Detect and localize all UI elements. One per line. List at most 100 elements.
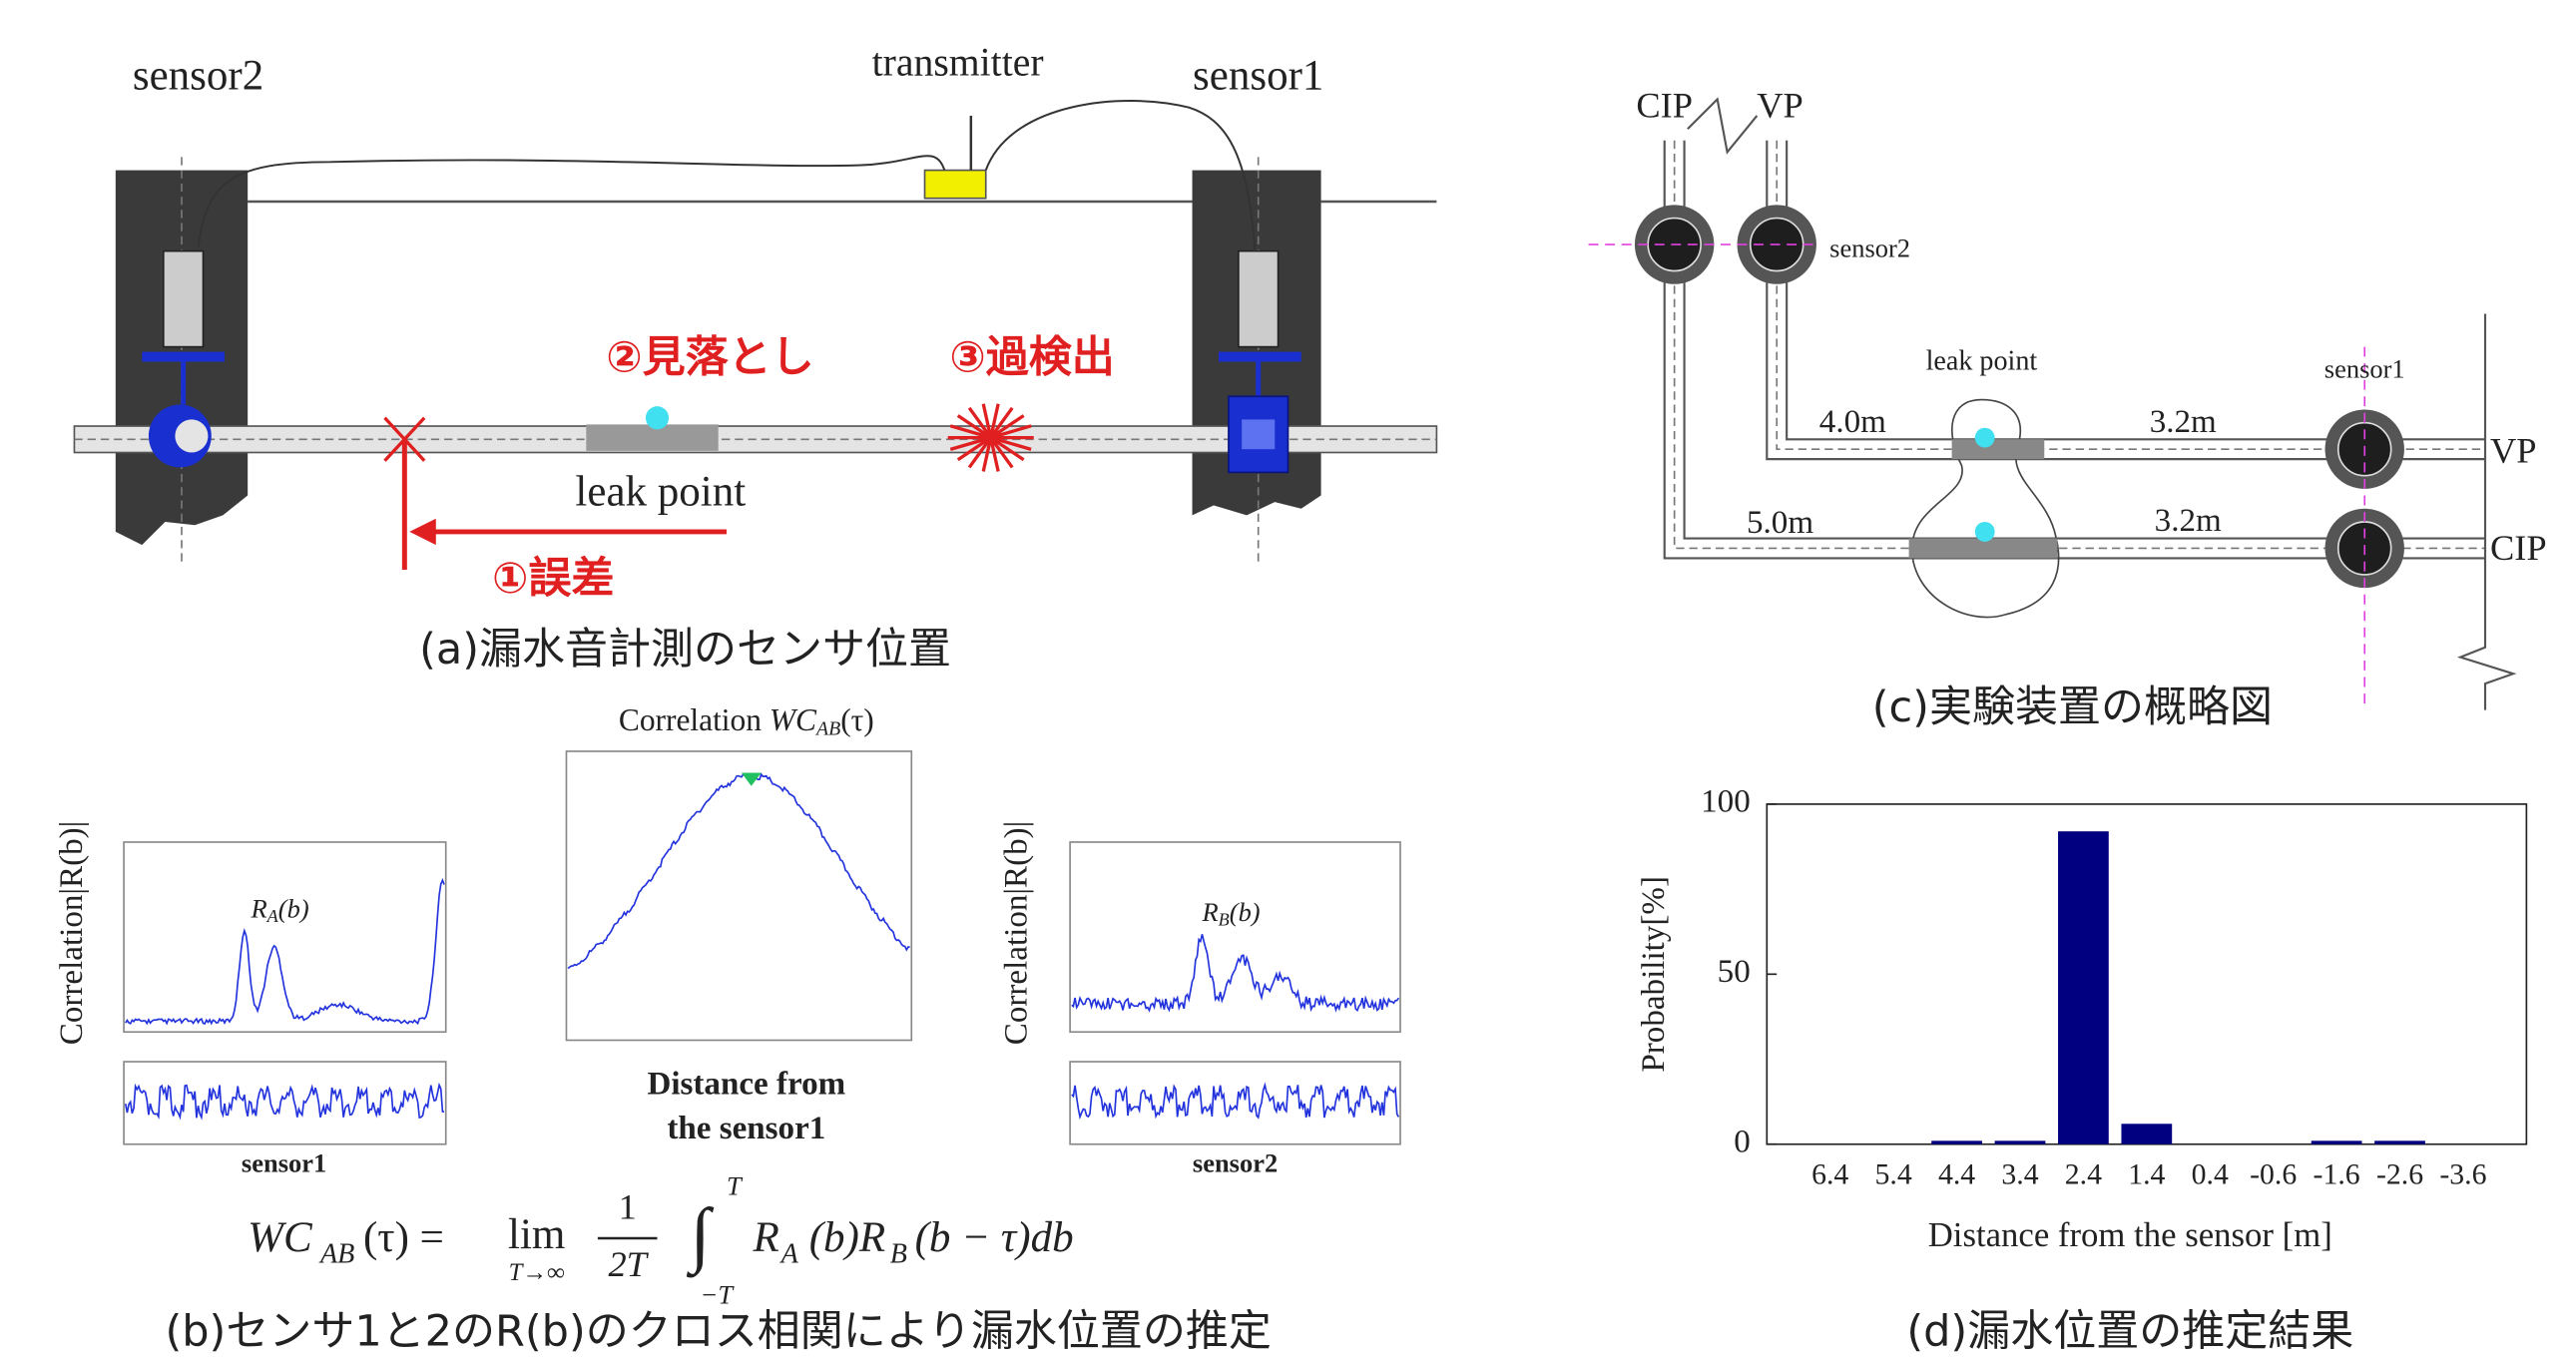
arrow-head bbox=[409, 519, 435, 545]
plot-title: Correlation WCAB(τ) bbox=[619, 702, 874, 739]
plot-box bbox=[124, 842, 446, 1032]
formula-part: A bbox=[779, 1239, 799, 1270]
distance: 3.2m bbox=[2155, 503, 2222, 539]
valve-right-inner bbox=[1242, 419, 1275, 449]
signal bbox=[1072, 934, 1399, 1010]
curve-label: RB(b) bbox=[1201, 897, 1260, 930]
annotation: ②見落とし bbox=[606, 332, 813, 382]
formula-part: lim bbox=[508, 1211, 565, 1258]
title-text: Correlation bbox=[619, 702, 770, 737]
bar bbox=[1995, 1140, 2046, 1143]
x-tick-label: -0.6 bbox=[2250, 1158, 2297, 1191]
distance: 3.2m bbox=[2150, 404, 2217, 440]
label: CIP bbox=[2490, 528, 2547, 568]
label: sensor2 bbox=[133, 52, 263, 99]
bar bbox=[2374, 1140, 2425, 1143]
sensor-body bbox=[164, 251, 204, 347]
formula-part: (τ) = bbox=[363, 1214, 444, 1261]
label: leak point bbox=[1926, 346, 2038, 377]
formula-part: T→∞ bbox=[509, 1259, 566, 1286]
bar bbox=[1931, 1140, 1982, 1143]
label: sensor2 bbox=[1829, 233, 1910, 263]
x-tick-label: 0.4 bbox=[2192, 1158, 2229, 1191]
label: VP bbox=[2490, 431, 2537, 471]
annotation: ③過検出 bbox=[949, 332, 1114, 382]
label: transmitter bbox=[872, 40, 1044, 84]
y-tick-label: 0 bbox=[1734, 1124, 1751, 1159]
x-axis-title: Distance from the sensor [m] bbox=[1928, 1215, 2332, 1254]
formula-part: AB bbox=[318, 1239, 354, 1270]
x-tick-label: 2.4 bbox=[2065, 1158, 2102, 1191]
symbol: WC bbox=[770, 702, 817, 737]
wall bbox=[2460, 314, 2513, 710]
noise bbox=[126, 1086, 444, 1119]
formula-part: 2T bbox=[608, 1244, 649, 1284]
formula-part: 1 bbox=[619, 1186, 637, 1226]
x-label: the sensor1 bbox=[667, 1111, 825, 1146]
plot-box bbox=[1070, 1062, 1400, 1144]
argument: (b) bbox=[278, 894, 309, 924]
x-tick-label: -1.6 bbox=[2314, 1158, 2360, 1191]
y-tick-label: 100 bbox=[1701, 784, 1751, 820]
sensor-body bbox=[1239, 251, 1279, 347]
panel-d: Probability[%] Distance from the sensor … bbox=[1636, 784, 2526, 1357]
formula-part: (b − τ)db bbox=[915, 1214, 1074, 1261]
signal bbox=[568, 774, 909, 969]
y-label: Correlation|R(b)| bbox=[54, 821, 90, 1046]
leak-spot bbox=[1975, 428, 1995, 448]
valve-handle bbox=[1219, 352, 1301, 362]
x-tick-label: 3.4 bbox=[2001, 1158, 2038, 1191]
x-tick-label: 4.4 bbox=[1938, 1158, 1975, 1191]
curve-label: RA(b) bbox=[250, 894, 308, 927]
figure: sensor2 transmitter sensor1 ②見落とし ③過検出 l… bbox=[0, 0, 2576, 1359]
x-tick-label: 1.4 bbox=[2128, 1158, 2165, 1191]
leak-spot bbox=[1975, 522, 1995, 542]
x-label: sensor1 bbox=[242, 1147, 326, 1177]
leak-patch bbox=[1952, 439, 2045, 459]
distance: 4.0m bbox=[1819, 404, 1886, 440]
label: VP bbox=[1757, 86, 1803, 126]
formula-part: R bbox=[752, 1214, 778, 1261]
formula-part: −T bbox=[701, 1280, 736, 1310]
transmitter-box bbox=[925, 171, 986, 199]
caption: (a)漏水音計測のセンサ位置 bbox=[419, 625, 951, 675]
bar bbox=[2121, 1124, 2172, 1143]
label: sensor1 bbox=[2324, 354, 2405, 384]
distance: 5.0m bbox=[1747, 505, 1813, 541]
formula: WC AB (τ) = lim T→∞ 1 2T ∫ T −T R A (b)R… bbox=[248, 1170, 1073, 1309]
caption: (d)漏水位置の推定結果 bbox=[1906, 1307, 2353, 1357]
subscript: A bbox=[266, 906, 279, 926]
formula-part: T bbox=[727, 1170, 744, 1200]
valve-handle bbox=[142, 352, 225, 362]
bar bbox=[2058, 831, 2109, 1144]
caption: (b)センサ1と2のR(b)のクロス相関により漏水位置の推定 bbox=[165, 1307, 1271, 1357]
plot-box bbox=[1767, 804, 2526, 1144]
vp-center bbox=[1777, 141, 2485, 449]
formula-part: ∫ bbox=[687, 1193, 715, 1278]
label: CIP bbox=[1636, 86, 1693, 126]
formula-part: WC bbox=[248, 1214, 313, 1261]
leak-patch bbox=[586, 424, 718, 450]
label: leak point bbox=[575, 468, 746, 515]
argument: (b) bbox=[1230, 897, 1261, 927]
y-axis-title: Probability[%] bbox=[1636, 876, 1672, 1073]
break-mark bbox=[1688, 99, 1757, 152]
annotation: ①誤差 bbox=[492, 554, 614, 604]
plot-box bbox=[124, 1062, 446, 1144]
label: sensor1 bbox=[1193, 52, 1323, 99]
panel-a: sensor2 transmitter sensor1 ②見落とし ③過検出 l… bbox=[74, 40, 1436, 675]
y-label: Correlation|R(b)| bbox=[998, 821, 1034, 1046]
panel-b: Correlation|R(b)| RA(b) sensor1 Correlat… bbox=[54, 702, 1400, 1356]
argument: (τ) bbox=[840, 702, 874, 737]
bar bbox=[2312, 1140, 2362, 1143]
x-tick-label: -3.6 bbox=[2439, 1158, 2486, 1191]
formula-part: (b)R bbox=[809, 1214, 885, 1261]
subscript: AB bbox=[814, 717, 840, 739]
x-tick-label: 6.4 bbox=[1811, 1158, 1848, 1191]
x-label: sensor2 bbox=[1193, 1147, 1278, 1177]
x-tick-label: 5.4 bbox=[1875, 1158, 1912, 1191]
caption: (c)実験装置の概略図 bbox=[1872, 682, 2273, 732]
x-tick-label: -2.6 bbox=[2376, 1158, 2423, 1191]
page: sensor2 transmitter sensor1 ②見落とし ③過検出 l… bbox=[0, 0, 2576, 1359]
y-tick-label: 50 bbox=[1718, 954, 1751, 990]
